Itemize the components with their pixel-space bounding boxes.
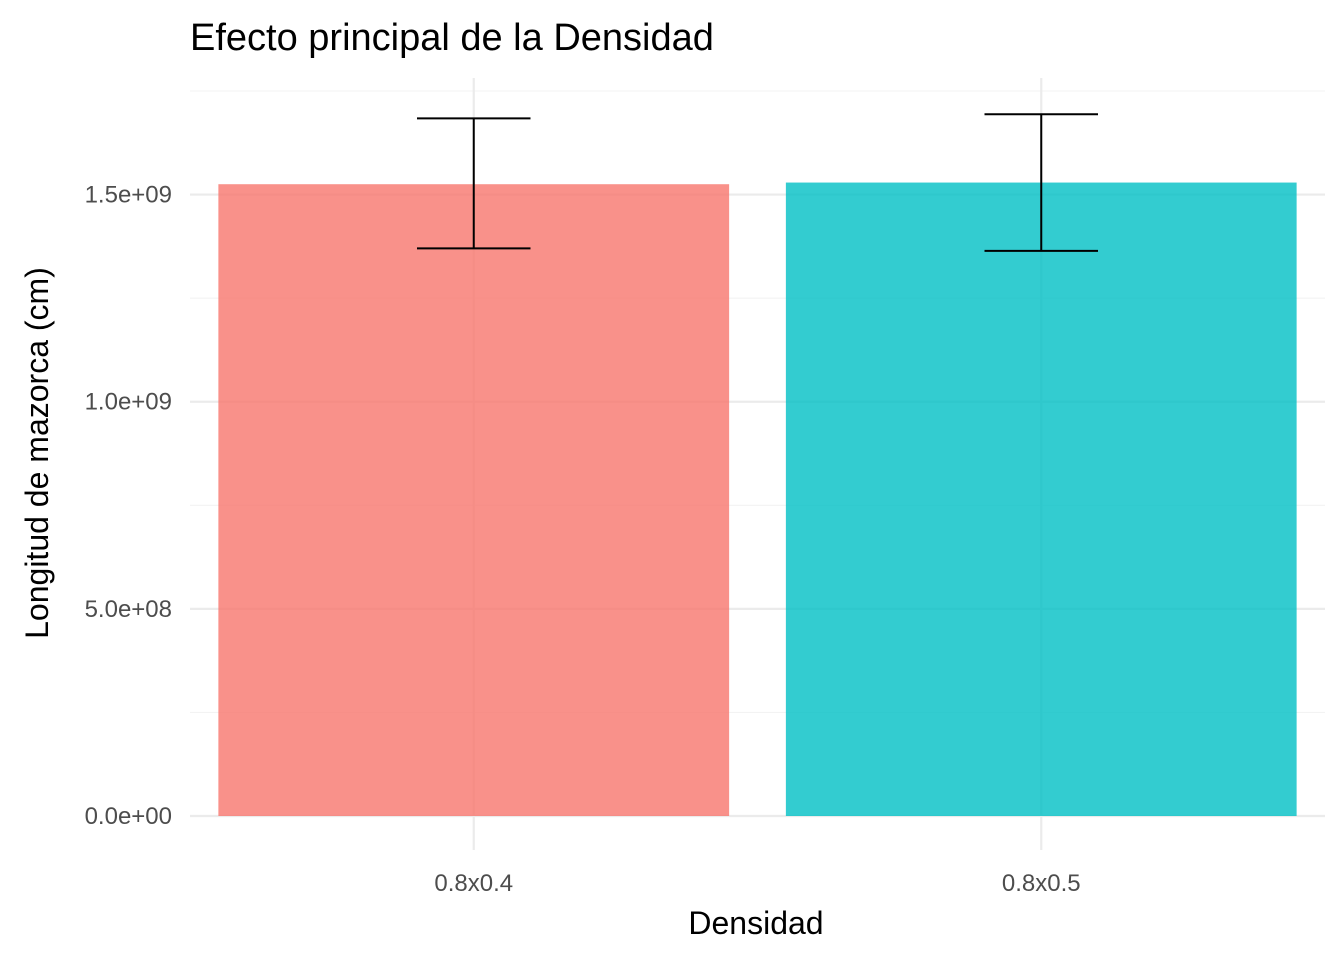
error-bars (417, 113, 1098, 252)
error-bar-0.8x0.5 (984, 113, 1098, 252)
bars (218, 182, 1297, 817)
x-axis-title: Densidad (688, 905, 823, 941)
y-axis-title: Longitud de mazorca (cm) (19, 267, 55, 639)
x-tick-label: 0.8x0.5 (1002, 870, 1081, 897)
y-tick-label: 0.0e+00 (85, 803, 172, 830)
y-axis-ticks: 0.0e+00 5.0e+08 1.0e+09 1.5e+09 (85, 182, 172, 830)
chart-title: Efecto principal de la Densidad (190, 17, 714, 59)
y-tick-label: 1.0e+09 (85, 389, 172, 416)
bar-0.8x0.4 (218, 184, 730, 816)
error-bar-0.8x0.4 (417, 117, 531, 250)
bar-0.8x0.5 (785, 182, 1297, 817)
x-tick-label: 0.8x0.4 (434, 870, 513, 897)
x-axis-ticks: 0.8x0.4 0.8x0.5 (434, 870, 1080, 897)
y-tick-label: 1.5e+09 (85, 182, 172, 209)
y-tick-label: 5.0e+08 (85, 596, 172, 623)
